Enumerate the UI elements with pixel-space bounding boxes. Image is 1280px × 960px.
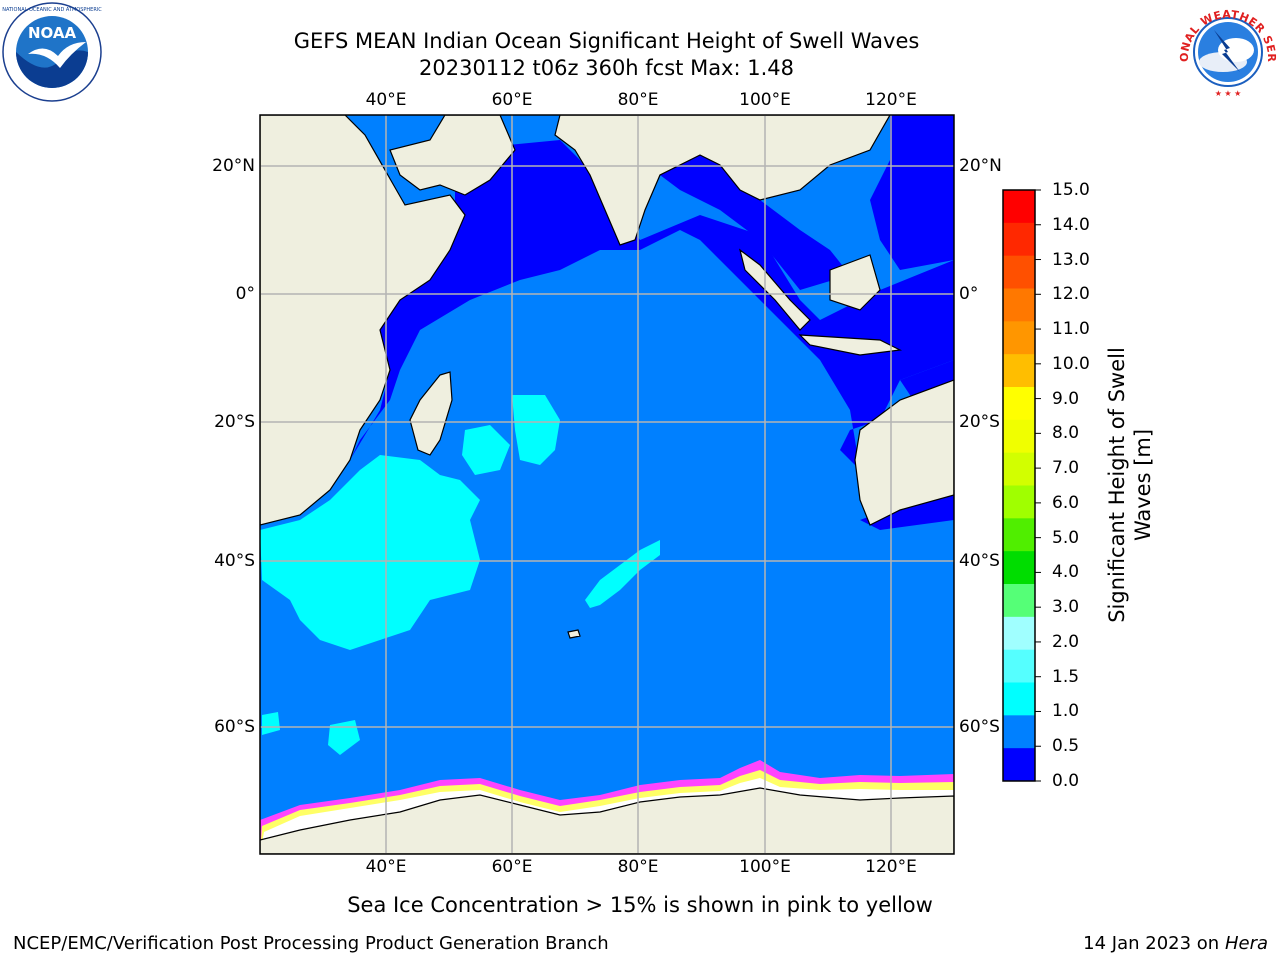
colorbar [1002, 189, 1041, 782]
colorbar-label: 12.0 [1052, 284, 1090, 305]
footer-right: 14 Jan 2023 on Hera [1083, 933, 1268, 955]
footer-left: NCEP/EMC/Verification Post Processing Pr… [13, 933, 609, 954]
lon-tick-bottom: 80°E [617, 857, 659, 877]
lon-tick-top: 60°E [491, 90, 533, 110]
colorbar-segment [1003, 190, 1035, 224]
colorbar-title-line1: Significant Height of Swell [1105, 347, 1129, 623]
colorbar-label: 2.0 [1052, 631, 1080, 652]
lat-tick-right: 0° [959, 284, 979, 304]
colorbar-label: 3.0 [1052, 597, 1080, 618]
colorbar-segment [1003, 354, 1035, 388]
colorbar-label: 0.0 [1052, 771, 1080, 791]
colorbar-segment [1003, 419, 1035, 454]
lon-tick-bottom: 120°E [865, 857, 917, 877]
lat-tick-right: 20°S [959, 412, 1000, 432]
madagascar-land [409, 371, 453, 456]
colorbar-border [1002, 189, 1036, 782]
lat-tick-left: 20°S [214, 412, 255, 432]
colorbar-label: 1.0 [1052, 701, 1080, 722]
colorbar-label: 15.0 [1052, 180, 1090, 200]
colorbar-label: 1.5 [1052, 666, 1080, 687]
antarctica-land [260, 787, 954, 854]
colorbar-segment [1003, 255, 1035, 289]
colorbar-label: 4.0 [1052, 562, 1080, 583]
svg-text:NOAA: NOAA [28, 24, 77, 42]
borneo-land [829, 254, 881, 311]
land-masses [260, 115, 954, 854]
colorbar-label: 8.0 [1052, 423, 1080, 444]
lat-tick-right: 20°N [959, 156, 1002, 176]
australia-land [854, 379, 954, 526]
nws-logo-icon: NATIONAL WEATHER SERVICE ★ ★ ★ [1178, 2, 1278, 102]
colorbar-segment [1003, 222, 1035, 257]
colorbar-segment [1003, 616, 1035, 651]
colorbar-label: 7.0 [1052, 458, 1080, 479]
colorbar-segment [1003, 485, 1035, 519]
lon-tick-top: 40°E [365, 90, 407, 110]
lat-tick-right: 40°S [959, 551, 1000, 571]
colorbar-label: 14.0 [1052, 214, 1090, 235]
java-land [798, 334, 903, 356]
colorbar-label: 13.0 [1052, 249, 1090, 270]
colorbar-label: 0.5 [1052, 736, 1080, 757]
colorbar-title-line2: Waves [m] [1131, 428, 1155, 542]
colorbar-segment [1003, 649, 1035, 683]
arabia-land [389, 115, 516, 196]
svg-text:NATIONAL OCEANIC AND ATMOSPHER: NATIONAL OCEANIC AND ATMOSPHERIC [2, 7, 102, 13]
colorbar-segment [1003, 715, 1035, 749]
chart-title: GEFS MEAN Indian Ocean Significant Heigh… [293, 29, 920, 53]
lon-tick-bottom: 60°E [491, 857, 533, 877]
colorbar-segment [1003, 288, 1035, 322]
colorbar-label: 10.0 [1052, 353, 1090, 374]
chart-subtitle: 20230112 t06z 360h fcst Max: 1.48 [419, 56, 794, 80]
lat-tick-left: 60°S [214, 717, 255, 737]
colorbar-label: 5.0 [1052, 527, 1080, 548]
lat-tick-right: 60°S [959, 717, 1000, 737]
lon-tick-top: 120°E [865, 90, 917, 110]
colorbar-segment [1003, 387, 1035, 421]
ocean-high-regions [260, 395, 660, 755]
colorbar-label: 9.0 [1052, 388, 1080, 409]
colorbar-segment [1003, 518, 1035, 552]
colorbar-segment [1003, 321, 1035, 355]
colorbar-label: 6.0 [1052, 492, 1080, 513]
lon-tick-top: 100°E [739, 90, 791, 110]
kerguelen-land [567, 629, 581, 639]
lon-tick-top: 80°E [617, 90, 659, 110]
colorbar-title: Significant Height of Swell Waves [m] [1104, 347, 1156, 623]
colorbar-segment [1003, 452, 1035, 486]
colorbar-segment [1003, 551, 1035, 585]
sea-ice-caption: Sea Ice Concentration > 15% is shown in … [347, 893, 933, 917]
colorbar-segment [1003, 748, 1035, 782]
footer-date: 14 Jan 2023 on [1083, 933, 1225, 954]
colorbar-label: 11.0 [1052, 319, 1090, 340]
lon-tick-bottom: 100°E [739, 857, 791, 877]
lat-tick-left: 40°S [214, 551, 255, 571]
lat-tick-left: 20°N [212, 156, 255, 176]
svg-text:★ ★ ★: ★ ★ ★ [1215, 89, 1242, 98]
lon-tick-bottom: 40°E [365, 857, 407, 877]
colorbar-segment [1003, 584, 1035, 618]
colorbar-segment [1003, 682, 1035, 716]
footer-host: Hera [1224, 933, 1268, 954]
lat-tick-left: 0° [235, 284, 255, 304]
noaa-logo-icon: NOAA NATIONAL OCEANIC AND ATMOSPHERIC [2, 2, 102, 102]
map-frame [259, 114, 955, 855]
